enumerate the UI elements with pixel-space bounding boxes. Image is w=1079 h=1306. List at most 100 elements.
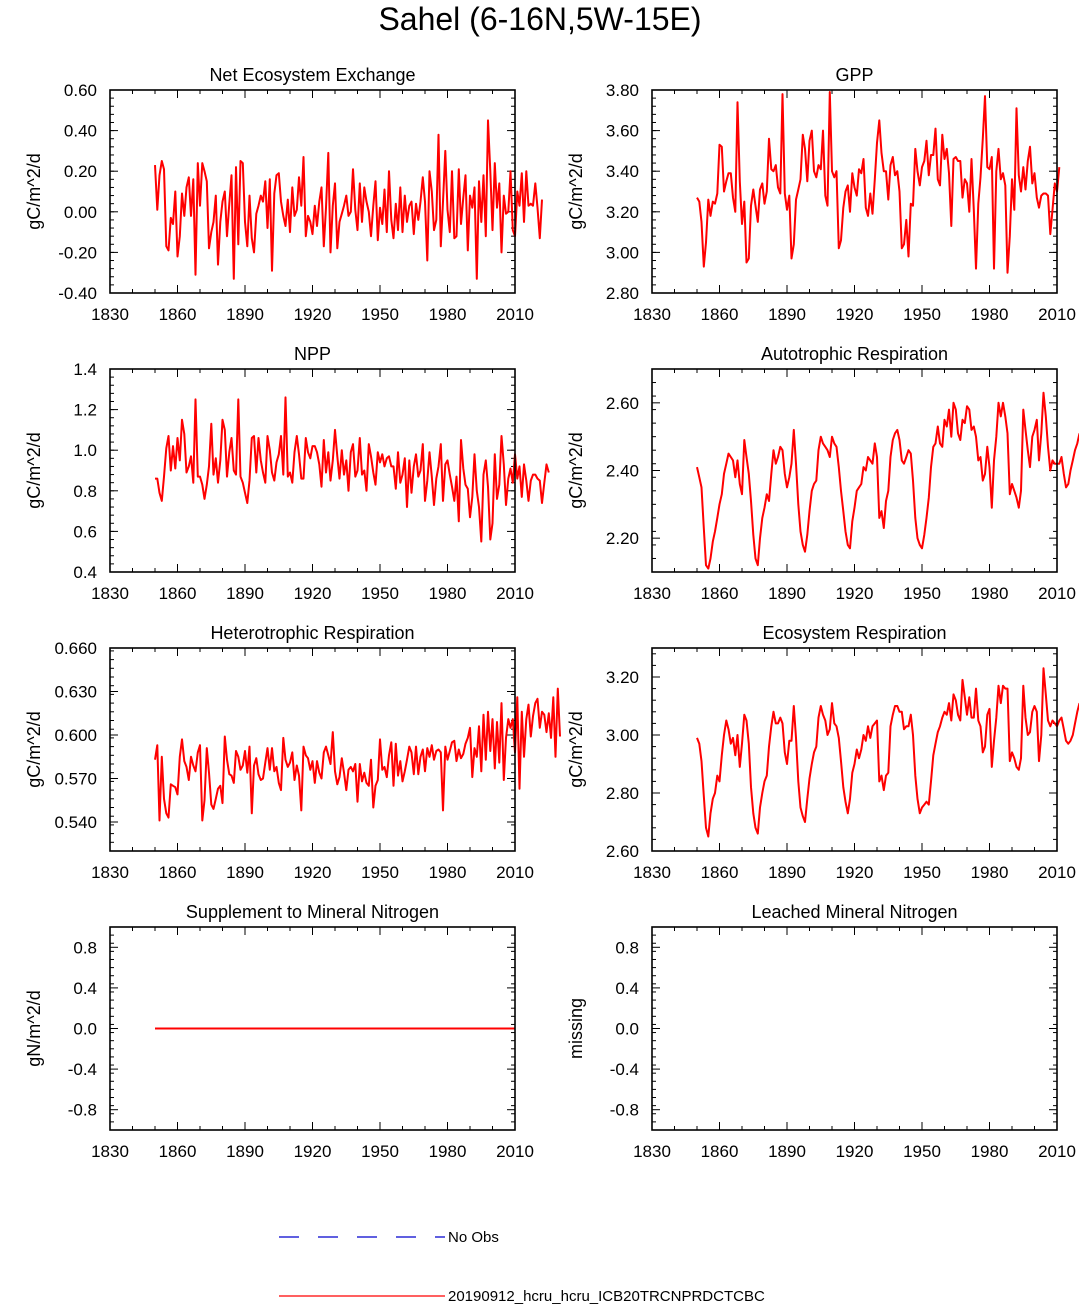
x-tick-label: 1950 bbox=[903, 305, 941, 324]
series-line bbox=[696, 391, 1079, 570]
legend-model-label: 20190912_hcru_hcru_ICB20TRCNPRDCTCBC bbox=[448, 1288, 765, 1305]
x-tick-label: 1950 bbox=[361, 584, 399, 603]
panel-title: Ecosystem Respiration bbox=[762, 623, 946, 643]
chart-panel: Heterotrophic Respiration gC/m^2/d 1830 186… bbox=[24, 623, 561, 882]
x-tick-label: 1920 bbox=[294, 305, 332, 324]
y-tick-label: 0.540 bbox=[54, 813, 97, 832]
legend-obs-label: No Obs bbox=[448, 1229, 499, 1246]
x-tick-label: 1950 bbox=[903, 584, 941, 603]
x-tick-label: 1920 bbox=[294, 863, 332, 882]
y-tick-label: 0.4 bbox=[73, 979, 97, 998]
y-tick-label: 0.8 bbox=[73, 482, 97, 501]
y-tick-label: 1.4 bbox=[73, 360, 97, 379]
x-tick-label: 1860 bbox=[159, 863, 197, 882]
y-axis-label: gC/m^2/d bbox=[24, 432, 44, 508]
y-tick-label: 2.60 bbox=[606, 394, 639, 413]
y-tick-label: 0.20 bbox=[64, 162, 97, 181]
x-tick-label: 1890 bbox=[226, 305, 264, 324]
x-tick-label: 1980 bbox=[429, 305, 467, 324]
y-tick-label: 2.60 bbox=[606, 842, 639, 861]
y-tick-label: 1.2 bbox=[73, 401, 97, 420]
y-axis-label: gC/m^2/d bbox=[566, 153, 586, 229]
y-tick-label: 3.00 bbox=[606, 243, 639, 262]
y-tick-label: 0.600 bbox=[54, 726, 97, 745]
chart-panel: Leached Mineral Nitrogen missing 1830 1860 1… bbox=[566, 902, 1076, 1161]
x-tick-label: 1830 bbox=[633, 863, 671, 882]
x-tick-label: 1830 bbox=[633, 305, 671, 324]
y-tick-label: -0.4 bbox=[610, 1060, 639, 1079]
chart-panel: Net Ecosystem Exchange gC/m^2/d 1830 1860 18… bbox=[24, 65, 543, 324]
plot-frame bbox=[109, 926, 516, 1131]
x-tick-label: 2010 bbox=[496, 1142, 534, 1161]
y-tick-label: 0.4 bbox=[615, 979, 639, 998]
plot-frame bbox=[651, 926, 1058, 1131]
x-tick-label: 1860 bbox=[159, 584, 197, 603]
x-tick-label: 1980 bbox=[429, 863, 467, 882]
x-tick-label: 1860 bbox=[701, 1142, 739, 1161]
y-tick-label: -0.20 bbox=[58, 243, 97, 262]
x-tick-label: 1890 bbox=[768, 305, 806, 324]
x-tick-label: 1890 bbox=[768, 1142, 806, 1161]
x-tick-label: 1920 bbox=[836, 584, 874, 603]
x-tick-label: 1920 bbox=[294, 1142, 332, 1161]
x-tick-label: 2010 bbox=[1038, 1142, 1076, 1161]
y-axis-label: gC/m^2/d bbox=[24, 711, 44, 787]
x-tick-label: 1980 bbox=[429, 584, 467, 603]
x-tick-label: 1980 bbox=[429, 1142, 467, 1161]
y-axis-label: gN/m^2/d bbox=[24, 990, 44, 1066]
x-tick-label: 1830 bbox=[633, 584, 671, 603]
y-tick-label: 3.40 bbox=[606, 162, 639, 181]
x-tick-label: 1890 bbox=[768, 863, 806, 882]
chart-panel: Supplement to Mineral Nitrogen gN/m^2/d 18… bbox=[24, 902, 534, 1161]
panel-title: Heterotrophic Respiration bbox=[210, 623, 414, 643]
x-tick-label: 1890 bbox=[768, 584, 806, 603]
y-tick-label: -0.4 bbox=[68, 1060, 97, 1079]
x-tick-label: 1980 bbox=[971, 863, 1009, 882]
plot-frame bbox=[109, 647, 516, 852]
x-tick-label: 1920 bbox=[836, 1142, 874, 1161]
y-tick-label: 0.0 bbox=[615, 1020, 639, 1039]
chart-panel: GPP gC/m^2/d 1830 1860 1890 1920 1950 1980 2010 2… bbox=[566, 65, 1076, 324]
y-tick-label: 1.0 bbox=[73, 441, 97, 460]
plot-frame bbox=[651, 89, 1058, 294]
x-tick-label: 1980 bbox=[971, 1142, 1009, 1161]
x-tick-label: 1830 bbox=[633, 1142, 671, 1161]
y-tick-label: -0.8 bbox=[610, 1101, 639, 1120]
plot-frame bbox=[651, 368, 1058, 573]
y-tick-label: 0.570 bbox=[54, 770, 97, 789]
y-tick-label: 2.80 bbox=[606, 284, 639, 303]
x-tick-label: 1860 bbox=[701, 584, 739, 603]
x-tick-label: 1950 bbox=[903, 863, 941, 882]
x-tick-label: 2010 bbox=[1038, 305, 1076, 324]
x-tick-label: 1950 bbox=[903, 1142, 941, 1161]
panel-title: Net Ecosystem Exchange bbox=[209, 65, 415, 85]
plot-frame bbox=[651, 647, 1058, 852]
chart-panel: Autotrophic Respiration gC/m^2/d 1830 1860 1… bbox=[566, 344, 1079, 603]
x-tick-label: 1860 bbox=[159, 1142, 197, 1161]
y-tick-label: 0.6 bbox=[73, 522, 97, 541]
x-tick-label: 1950 bbox=[361, 863, 399, 882]
y-tick-label: 0.660 bbox=[54, 639, 97, 658]
series-line bbox=[696, 667, 1079, 838]
x-tick-label: 1920 bbox=[836, 305, 874, 324]
x-tick-label: 1860 bbox=[701, 305, 739, 324]
x-tick-label: 1920 bbox=[294, 584, 332, 603]
y-axis-label: gC/m^2/d bbox=[566, 432, 586, 508]
y-tick-label: -0.40 bbox=[58, 284, 97, 303]
y-tick-label: 0.00 bbox=[64, 203, 97, 222]
x-tick-label: 2010 bbox=[496, 584, 534, 603]
y-tick-label: 0.0 bbox=[73, 1020, 97, 1039]
y-tick-label: 2.20 bbox=[606, 529, 639, 548]
panels: Net Ecosystem Exchange gC/m^2/d 1830 1860 18… bbox=[24, 65, 1079, 1161]
x-tick-label: 1860 bbox=[159, 305, 197, 324]
x-tick-label: 1950 bbox=[361, 305, 399, 324]
x-tick-label: 2010 bbox=[496, 863, 534, 882]
y-tick-label: 0.4 bbox=[73, 563, 97, 582]
y-tick-label: 0.8 bbox=[73, 938, 97, 957]
y-tick-label: 0.630 bbox=[54, 683, 97, 702]
x-tick-label: 1830 bbox=[91, 305, 129, 324]
legend: No Obs 20190912_hcru_hcru_ICB20TRCNPRDCT… bbox=[279, 1229, 765, 1305]
panel-title: GPP bbox=[835, 65, 873, 85]
x-tick-label: 2010 bbox=[1038, 863, 1076, 882]
y-axis-label: missing bbox=[566, 998, 586, 1059]
